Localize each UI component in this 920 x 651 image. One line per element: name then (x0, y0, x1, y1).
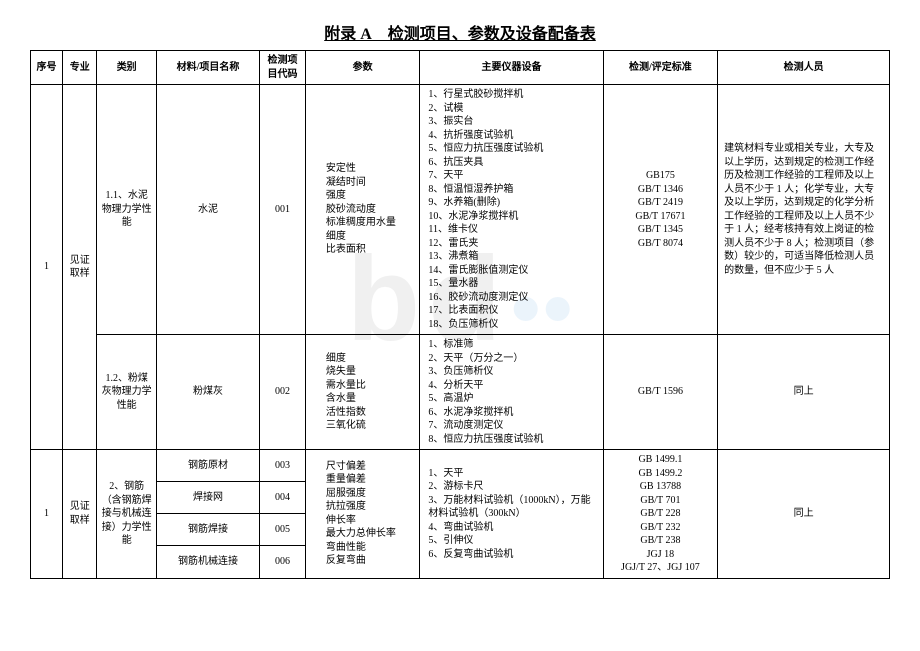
col-standard: 检测/评定标准 (603, 51, 718, 85)
col-category: 类别 (97, 51, 157, 85)
col-major: 专业 (63, 51, 97, 85)
cell-material: 钢筋焊接 (156, 514, 259, 546)
cell-equipment: 1、行星式胶砂搅拌机 2、试模 3、振实台 4、抗折强度试验机 5、恒应力抗压强… (420, 85, 603, 335)
cell-personnel: 同上 (718, 335, 890, 450)
cell-code: 003 (260, 450, 306, 482)
page-title: 附录 A 检测项目、参数及设备配备表 (30, 20, 890, 44)
cell-major: 见证取样 (63, 450, 97, 579)
cell-category: 2、钢筋（含钢筋焊接与机械连接）力学性能 (97, 450, 157, 579)
cell-code: 004 (260, 482, 306, 514)
table-row: 1 见证取样 2、钢筋（含钢筋焊接与机械连接）力学性能 钢筋原材 003 尺寸偏… (31, 450, 890, 482)
col-seq: 序号 (31, 51, 63, 85)
cell-seq: 1 (31, 450, 63, 579)
table-header-row: 序号 专业 类别 材料/项目名称 检测项目代码 参数 主要仪器设备 检测/评定标… (31, 51, 890, 85)
cell-personnel: 建筑材料专业或相关专业，大专及以上学历，达到规定的检测工作经历及检测工作经验的工… (718, 85, 890, 335)
col-material: 材料/项目名称 (156, 51, 259, 85)
cell-param: 尺寸偏差 重量偏差 屈服强度 抗拉强度 伸长率 最大力总伸长率 弯曲性能 反复弯… (305, 450, 420, 579)
cell-standard: GB175 GB/T 1346 GB/T 2419 GB/T 17671 GB/… (603, 85, 718, 335)
cell-standard: GB 1499.1 GB 1499.2 GB 13788 GB/T 701 GB… (603, 450, 718, 579)
cell-equipment: 1、天平 2、游标卡尺 3、万能材料试验机（1000kN），万能材料试验机（30… (420, 450, 603, 579)
cell-material: 钢筋原材 (156, 450, 259, 482)
cell-material: 钢筋机械连接 (156, 546, 259, 578)
cell-material: 粉煤灰 (156, 335, 259, 450)
cell-code: 005 (260, 514, 306, 546)
cell-code: 006 (260, 546, 306, 578)
col-equipment: 主要仪器设备 (420, 51, 603, 85)
cell-equipment: 1、标准筛 2、天平（万分之一） 3、负压筛析仪 4、分析天平 5、高温炉 6、… (420, 335, 603, 450)
cell-code: 001 (260, 85, 306, 335)
cell-major: 见证取样 (63, 85, 97, 450)
cell-personnel: 同上 (718, 450, 890, 579)
table-row: 1.2、粉煤灰物理力学性能 粉煤灰 002 细度 烧失量 需水量比 含水量 活性… (31, 335, 890, 450)
cell-standard: GB/T 1596 (603, 335, 718, 450)
cell-material: 焊接网 (156, 482, 259, 514)
spec-table: 序号 专业 类别 材料/项目名称 检测项目代码 参数 主要仪器设备 检测/评定标… (30, 50, 890, 579)
col-code: 检测项目代码 (260, 51, 306, 85)
cell-category: 1.2、粉煤灰物理力学性能 (97, 335, 157, 450)
cell-category: 1.1、水泥物理力学性能 (97, 85, 157, 335)
cell-code: 002 (260, 335, 306, 450)
cell-param: 细度 烧失量 需水量比 含水量 活性指数 三氧化硫 (305, 335, 420, 450)
cell-seq: 1 (31, 85, 63, 450)
col-param: 参数 (305, 51, 420, 85)
col-personnel: 检测人员 (718, 51, 890, 85)
cell-param: 安定性 凝结时间 强度 胶砂流动度 标准稠度用水量 细度 比表面积 (305, 85, 420, 335)
table-row: 1 见证取样 1.1、水泥物理力学性能 水泥 001 安定性 凝结时间 强度 胶… (31, 85, 890, 335)
cell-material: 水泥 (156, 85, 259, 335)
